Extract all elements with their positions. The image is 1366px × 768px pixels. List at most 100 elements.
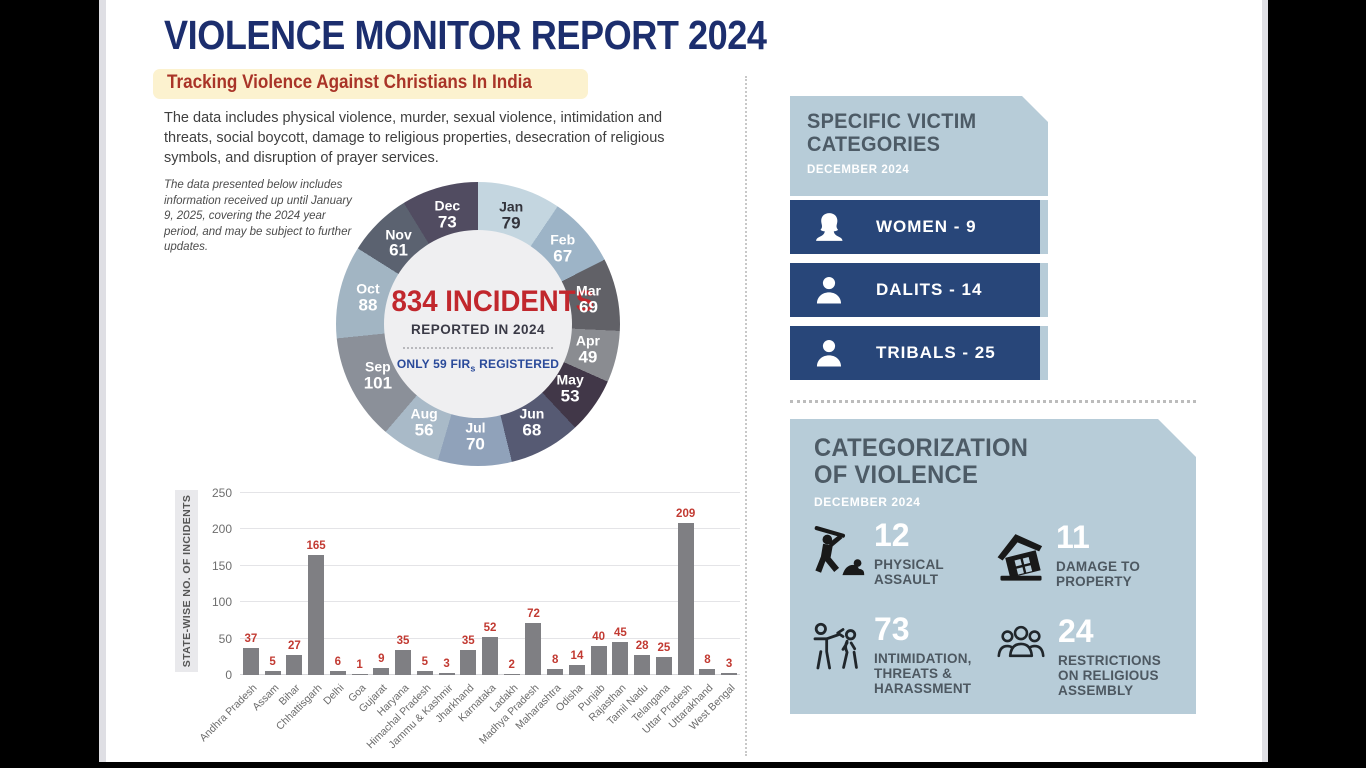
bar-value-label: 5 <box>421 656 428 669</box>
y-axis-tick: 100 <box>211 595 232 610</box>
month-name: Oct <box>356 280 380 297</box>
victim-category-label: DALITS - 14 <box>876 280 983 299</box>
gridline <box>240 601 740 603</box>
fir-note: ONLY 59 FIRs REGISTERED <box>384 357 572 373</box>
y-axis-tick: 50 <box>218 631 232 646</box>
bar-column <box>308 554 325 675</box>
category-label: INTIMIDATION, THREATS & HARASSMENT <box>874 651 972 696</box>
y-axis-tick: 200 <box>211 522 232 537</box>
bar-column <box>721 672 738 675</box>
bar-column <box>590 645 607 675</box>
victim-category-label: TRIBALS - 25 <box>876 343 996 362</box>
bar-value-label: 37 <box>244 633 258 646</box>
victim-category-row: WOMEN - 9 <box>790 200 1048 254</box>
bar-column <box>351 674 368 675</box>
month-value: 68 <box>522 420 542 440</box>
subtitle-highlight: Tracking Violence Against Christians In … <box>153 69 589 99</box>
donut-segment-label: Jun 68 <box>519 407 544 440</box>
bar-column <box>612 642 629 675</box>
bar-column <box>677 522 694 675</box>
donut-center: 834 INCIDENTS REPORTED IN 2024 ONLY 59 F… <box>384 230 594 418</box>
month-name: Sep <box>365 359 391 376</box>
bar-column <box>655 656 672 675</box>
month-value: 73 <box>437 212 457 232</box>
bar-column <box>286 655 303 675</box>
donut-segment-label: Mar 69 <box>576 284 601 317</box>
categorization-title: CATEGORIZATION OF VIOLENCE <box>814 434 1029 489</box>
fir-prefix: ONLY 59 FIR <box>396 357 471 371</box>
violence-category-stat: 12 PHYSICAL ASSAULT <box>808 519 988 611</box>
bar-column <box>373 668 390 675</box>
statewise-bar-chart: 37 5 27 165 6 1 9 35 5 3 35 52 2 72 8 14 40 45 28 25 209 8 3 <box>240 492 740 675</box>
right-edge-strip <box>1262 0 1268 762</box>
month-value: 53 <box>560 386 580 406</box>
report-canvas: VIOLENCE MONITOR REPORT 2024 Tracking Vi… <box>106 0 1262 762</box>
month-value: 61 <box>389 241 409 261</box>
category-count: 12 <box>874 517 910 553</box>
bar-value-label: 35 <box>461 634 475 647</box>
month-name: Aug <box>410 406 438 423</box>
donut-segment-label: Sep 101 <box>364 360 392 393</box>
victim-category-row: TRIBALS - 25 <box>790 326 1048 380</box>
bar-column <box>460 649 477 675</box>
dotted-divider <box>403 347 553 349</box>
bar-value-label: 35 <box>396 634 410 647</box>
donut-segment-label: Feb 67 <box>550 233 575 266</box>
bar-column <box>482 637 498 675</box>
category-label: PHYSICAL ASSAULT <box>874 557 944 587</box>
bar-value-label: 209 <box>676 507 696 520</box>
category-count: 73 <box>874 611 910 647</box>
bar-value-label: 3 <box>725 657 733 670</box>
month-value: 79 <box>501 213 521 233</box>
data-note: The data presented below includes inform… <box>164 179 352 253</box>
donut-segment-label: Oct 88 <box>356 282 379 315</box>
bar-value-label: 8 <box>552 654 559 667</box>
bar-value-label: 52 <box>483 622 497 635</box>
report-description: The data includes physical violence, mur… <box>164 110 665 166</box>
incidents-caption: REPORTED IN 2024 <box>410 322 546 337</box>
category-label: DAMAGE TO PROPERTY <box>1056 559 1141 589</box>
bar-column <box>264 671 281 675</box>
month-name: Nov <box>385 226 412 243</box>
horizontal-dotted-separator <box>790 400 1196 403</box>
incidents-total: 834 INCIDENTS <box>391 285 594 318</box>
woman-icon <box>812 210 846 244</box>
month-value: 101 <box>363 373 393 393</box>
month-name: May <box>556 372 584 389</box>
donut-segment-label: May 53 <box>556 373 583 406</box>
month-value: 70 <box>465 434 485 454</box>
bar-value-label: 6 <box>334 655 342 668</box>
group-icon <box>992 619 1050 671</box>
bar-value-label: 1 <box>356 659 363 671</box>
page-title: VIOLENCE MONITOR REPORT 2024 <box>164 12 767 58</box>
fir-subscript: s <box>470 363 476 374</box>
damaged-house-icon <box>990 525 1052 583</box>
month-value: 56 <box>414 420 434 440</box>
fir-suffix: REGISTERED <box>475 357 560 371</box>
donut-segment-label: Nov 61 <box>385 227 411 260</box>
violence-category-stat: 11 DAMAGE TO PROPERTY <box>990 521 1170 613</box>
bar-column <box>525 622 542 675</box>
categorization-panel: CATEGORIZATION OF VIOLENCE DECEMBER 2024… <box>790 419 1196 714</box>
month-value: 88 <box>358 295 378 315</box>
gridline <box>240 528 740 530</box>
donut-segment-label: Apr 49 <box>576 334 600 367</box>
bar-column <box>634 654 651 675</box>
donut-segment-label: Jan 79 <box>499 199 523 233</box>
physical-assault-icon <box>808 523 866 585</box>
bar-column <box>416 671 433 675</box>
donut-segment-label: Aug 56 <box>410 407 437 440</box>
victim-panel-period: DECEMBER 2024 <box>807 164 910 176</box>
person-icon <box>812 273 846 307</box>
bar-value-label: 5 <box>269 656 276 669</box>
month-value: 69 <box>579 297 598 317</box>
bar-column <box>242 648 259 675</box>
violence-category-stat: 73 INTIMIDATION, THREATS & HARASSMENT <box>808 613 988 705</box>
bar-value-label: 9 <box>378 653 385 666</box>
bar-column <box>568 664 585 675</box>
month-name: Feb <box>550 231 576 248</box>
bar-value-label: 27 <box>287 640 301 653</box>
victim-panel-header: SPECIFIC VICTIM CATEGORIES DECEMBER 2024 <box>790 96 1048 196</box>
bar-value-label: 14 <box>570 649 584 662</box>
